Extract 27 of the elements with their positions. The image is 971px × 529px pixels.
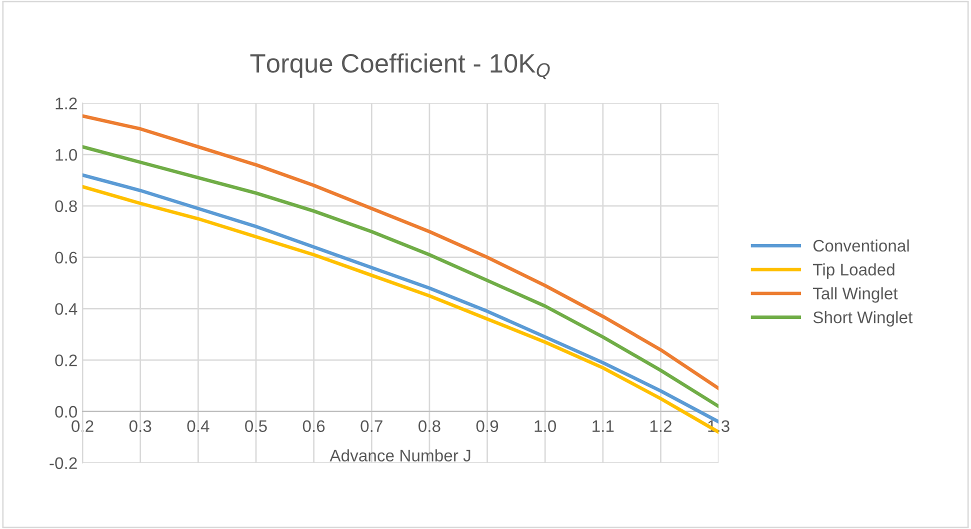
chart-title: Torque Coefficient - 10K$_{Q}$ <box>250 53 550 80</box>
x-tick-label: 1.1 <box>592 420 614 432</box>
y-tick-label: 1.0 <box>56 148 78 161</box>
y-tick-label: -0.2 <box>50 457 77 470</box>
x-tick-label: 1.0 <box>534 420 556 432</box>
legend-label: Short Winglet <box>813 311 913 327</box>
y-tick-label: 0.0 <box>55 406 78 418</box>
x-axis-title: Advance Number J <box>330 449 470 462</box>
x-tick-label: 0.4 <box>187 420 210 432</box>
y-tick-label: 0.8 <box>55 200 77 212</box>
x-tick-label: 0.9 <box>476 420 498 432</box>
x-tick-label: 0.5 <box>245 420 267 432</box>
x-tick-label: 0.8 <box>418 420 440 432</box>
line-series <box>82 145 719 408</box>
x-tick-label: 0.2 <box>72 420 94 432</box>
y-tick-label: 0.6 <box>55 252 77 264</box>
x-tick-label: 0.6 <box>302 420 325 432</box>
x-tick-label: 0.3 <box>129 420 152 432</box>
line-series <box>82 114 719 390</box>
legend-label: Tip Loaded <box>812 263 894 279</box>
x-tick-label: 0.7 <box>360 420 382 432</box>
y-tick-label: 0.2 <box>55 354 77 366</box>
y-tick-label: 0.4 <box>55 303 78 315</box>
legend-label: Tall Winglet <box>812 287 898 303</box>
y-tick-label: 1.2 <box>56 98 77 110</box>
x-tick-label: 1.2 <box>650 420 672 432</box>
legend-label: Conventional <box>813 239 909 252</box>
